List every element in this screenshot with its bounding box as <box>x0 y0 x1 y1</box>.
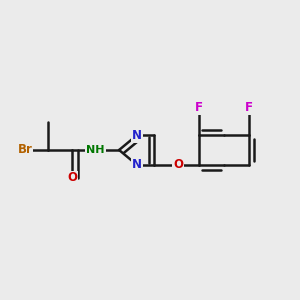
Text: N: N <box>132 158 142 171</box>
Text: Br: Br <box>17 143 32 157</box>
Text: F: F <box>244 101 253 114</box>
Text: F: F <box>195 101 203 114</box>
Text: N: N <box>132 129 142 142</box>
Text: O: O <box>173 158 183 171</box>
Text: NH: NH <box>86 145 105 155</box>
Text: O: O <box>67 172 77 184</box>
